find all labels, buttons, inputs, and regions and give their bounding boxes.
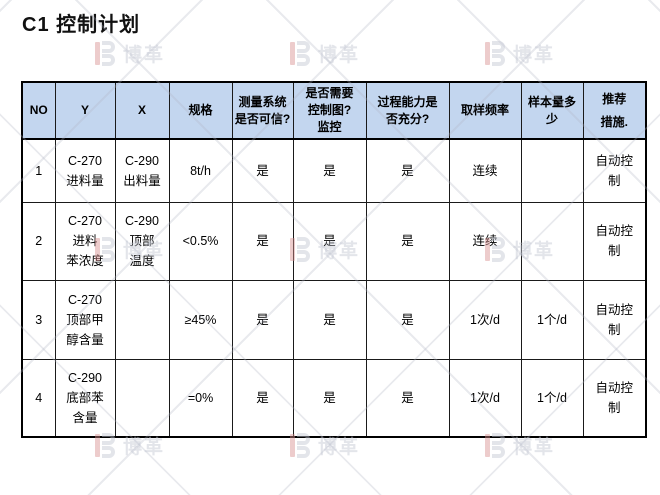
watermark-brand-text: 博革: [318, 45, 361, 66]
table-row: 4 C-290 底部苯 含量 =0% 是 是 是 1次/d 1个/d 自动控 制: [21, 358, 647, 438]
cell-sample-size: 1个/d: [520, 279, 584, 360]
cell-y: C-270 进料 苯浓度: [54, 201, 116, 281]
page-title: C1 控制计划: [22, 14, 141, 36]
col-header-measurement-system: 测量系统 是否可信?: [231, 81, 294, 140]
cell-x: [114, 279, 170, 360]
cell-spec: <0.5%: [168, 201, 233, 281]
cell-sample-size: 1个/d: [520, 358, 584, 438]
watermark: 博革: [95, 40, 165, 67]
cell-x: [114, 358, 170, 438]
cell-no: 3: [21, 279, 56, 360]
cell-capability: 是: [365, 279, 450, 360]
cell-msa: 是: [231, 279, 294, 360]
cell-y: C-270 进料量: [54, 138, 116, 203]
cell-no: 2: [21, 201, 56, 281]
cell-spc: 是: [292, 358, 367, 438]
cell-spc: 是: [292, 279, 367, 360]
cell-y: C-290 底部苯 含量: [54, 358, 116, 438]
cell-no: 1: [21, 138, 56, 203]
cell-x: C-290 顶部 温度: [114, 201, 170, 281]
cell-sample-size: [520, 201, 584, 281]
boge-logo-icon: [95, 41, 116, 66]
cell-frequency: 1次/d: [448, 279, 522, 360]
cell-msa: 是: [231, 138, 294, 203]
col-header-sample-size: 样本量多 少: [520, 81, 584, 140]
table-row: 1 C-270 进料量 C-290 出料量 8t/h 是 是 是 连续 自动控 …: [21, 138, 647, 203]
boge-logo-icon: [290, 41, 311, 66]
col-header-no: NO: [21, 81, 56, 140]
cell-capability: 是: [365, 201, 450, 281]
cell-y: C-270 顶部甲 醇含量: [54, 279, 116, 360]
cell-spec: ≥45%: [168, 279, 233, 360]
cell-spc: 是: [292, 201, 367, 281]
control-plan-table: NO Y X 规格 测量系统 是否可信? 是否需要 控制图? 监控 过程能力是 …: [21, 81, 647, 438]
cell-sample-size: [520, 138, 584, 203]
cell-capability: 是: [365, 138, 450, 203]
watermark: 博革: [290, 40, 360, 67]
cell-capability: 是: [365, 358, 450, 438]
cell-action: 自动控 制: [582, 279, 647, 360]
col-header-process-capability: 过程能力是 否充分?: [365, 81, 450, 140]
watermark-brand-text: 博革: [123, 45, 166, 66]
cell-spec: 8t/h: [168, 138, 233, 203]
col-header-x: X: [114, 81, 170, 140]
col-header-y: Y: [54, 81, 116, 140]
cell-frequency: 连续: [448, 201, 522, 281]
cell-frequency: 1次/d: [448, 358, 522, 438]
cell-no: 4: [21, 358, 56, 438]
watermark-brand-text: 博革: [513, 45, 556, 66]
cell-spc: 是: [292, 138, 367, 203]
col-header-spec: 规格: [168, 81, 233, 140]
watermark: 博革: [485, 40, 555, 67]
table-row: 2 C-270 进料 苯浓度 C-290 顶部 温度 <0.5% 是 是 是 连…: [21, 201, 647, 281]
cell-x: C-290 出料量: [114, 138, 170, 203]
cell-msa: 是: [231, 201, 294, 281]
cell-action: 自动控 制: [582, 138, 647, 203]
table-row: 3 C-270 顶部甲 醇含量 ≥45% 是 是 是 1次/d 1个/d 自动控…: [21, 279, 647, 360]
cell-frequency: 连续: [448, 138, 522, 203]
col-header-recommended-action: 推荐 措施.: [582, 81, 647, 140]
cell-action: 自动控 制: [582, 201, 647, 281]
boge-logo-icon: [485, 41, 506, 66]
cell-action: 自动控 制: [582, 358, 647, 438]
col-header-sampling-frequency: 取样频率: [448, 81, 522, 140]
cell-msa: 是: [231, 358, 294, 438]
header-row: NO Y X 规格 测量系统 是否可信? 是否需要 控制图? 监控 过程能力是 …: [21, 81, 647, 140]
cell-spec: =0%: [168, 358, 233, 438]
col-header-control-chart: 是否需要 控制图? 监控: [292, 81, 367, 140]
